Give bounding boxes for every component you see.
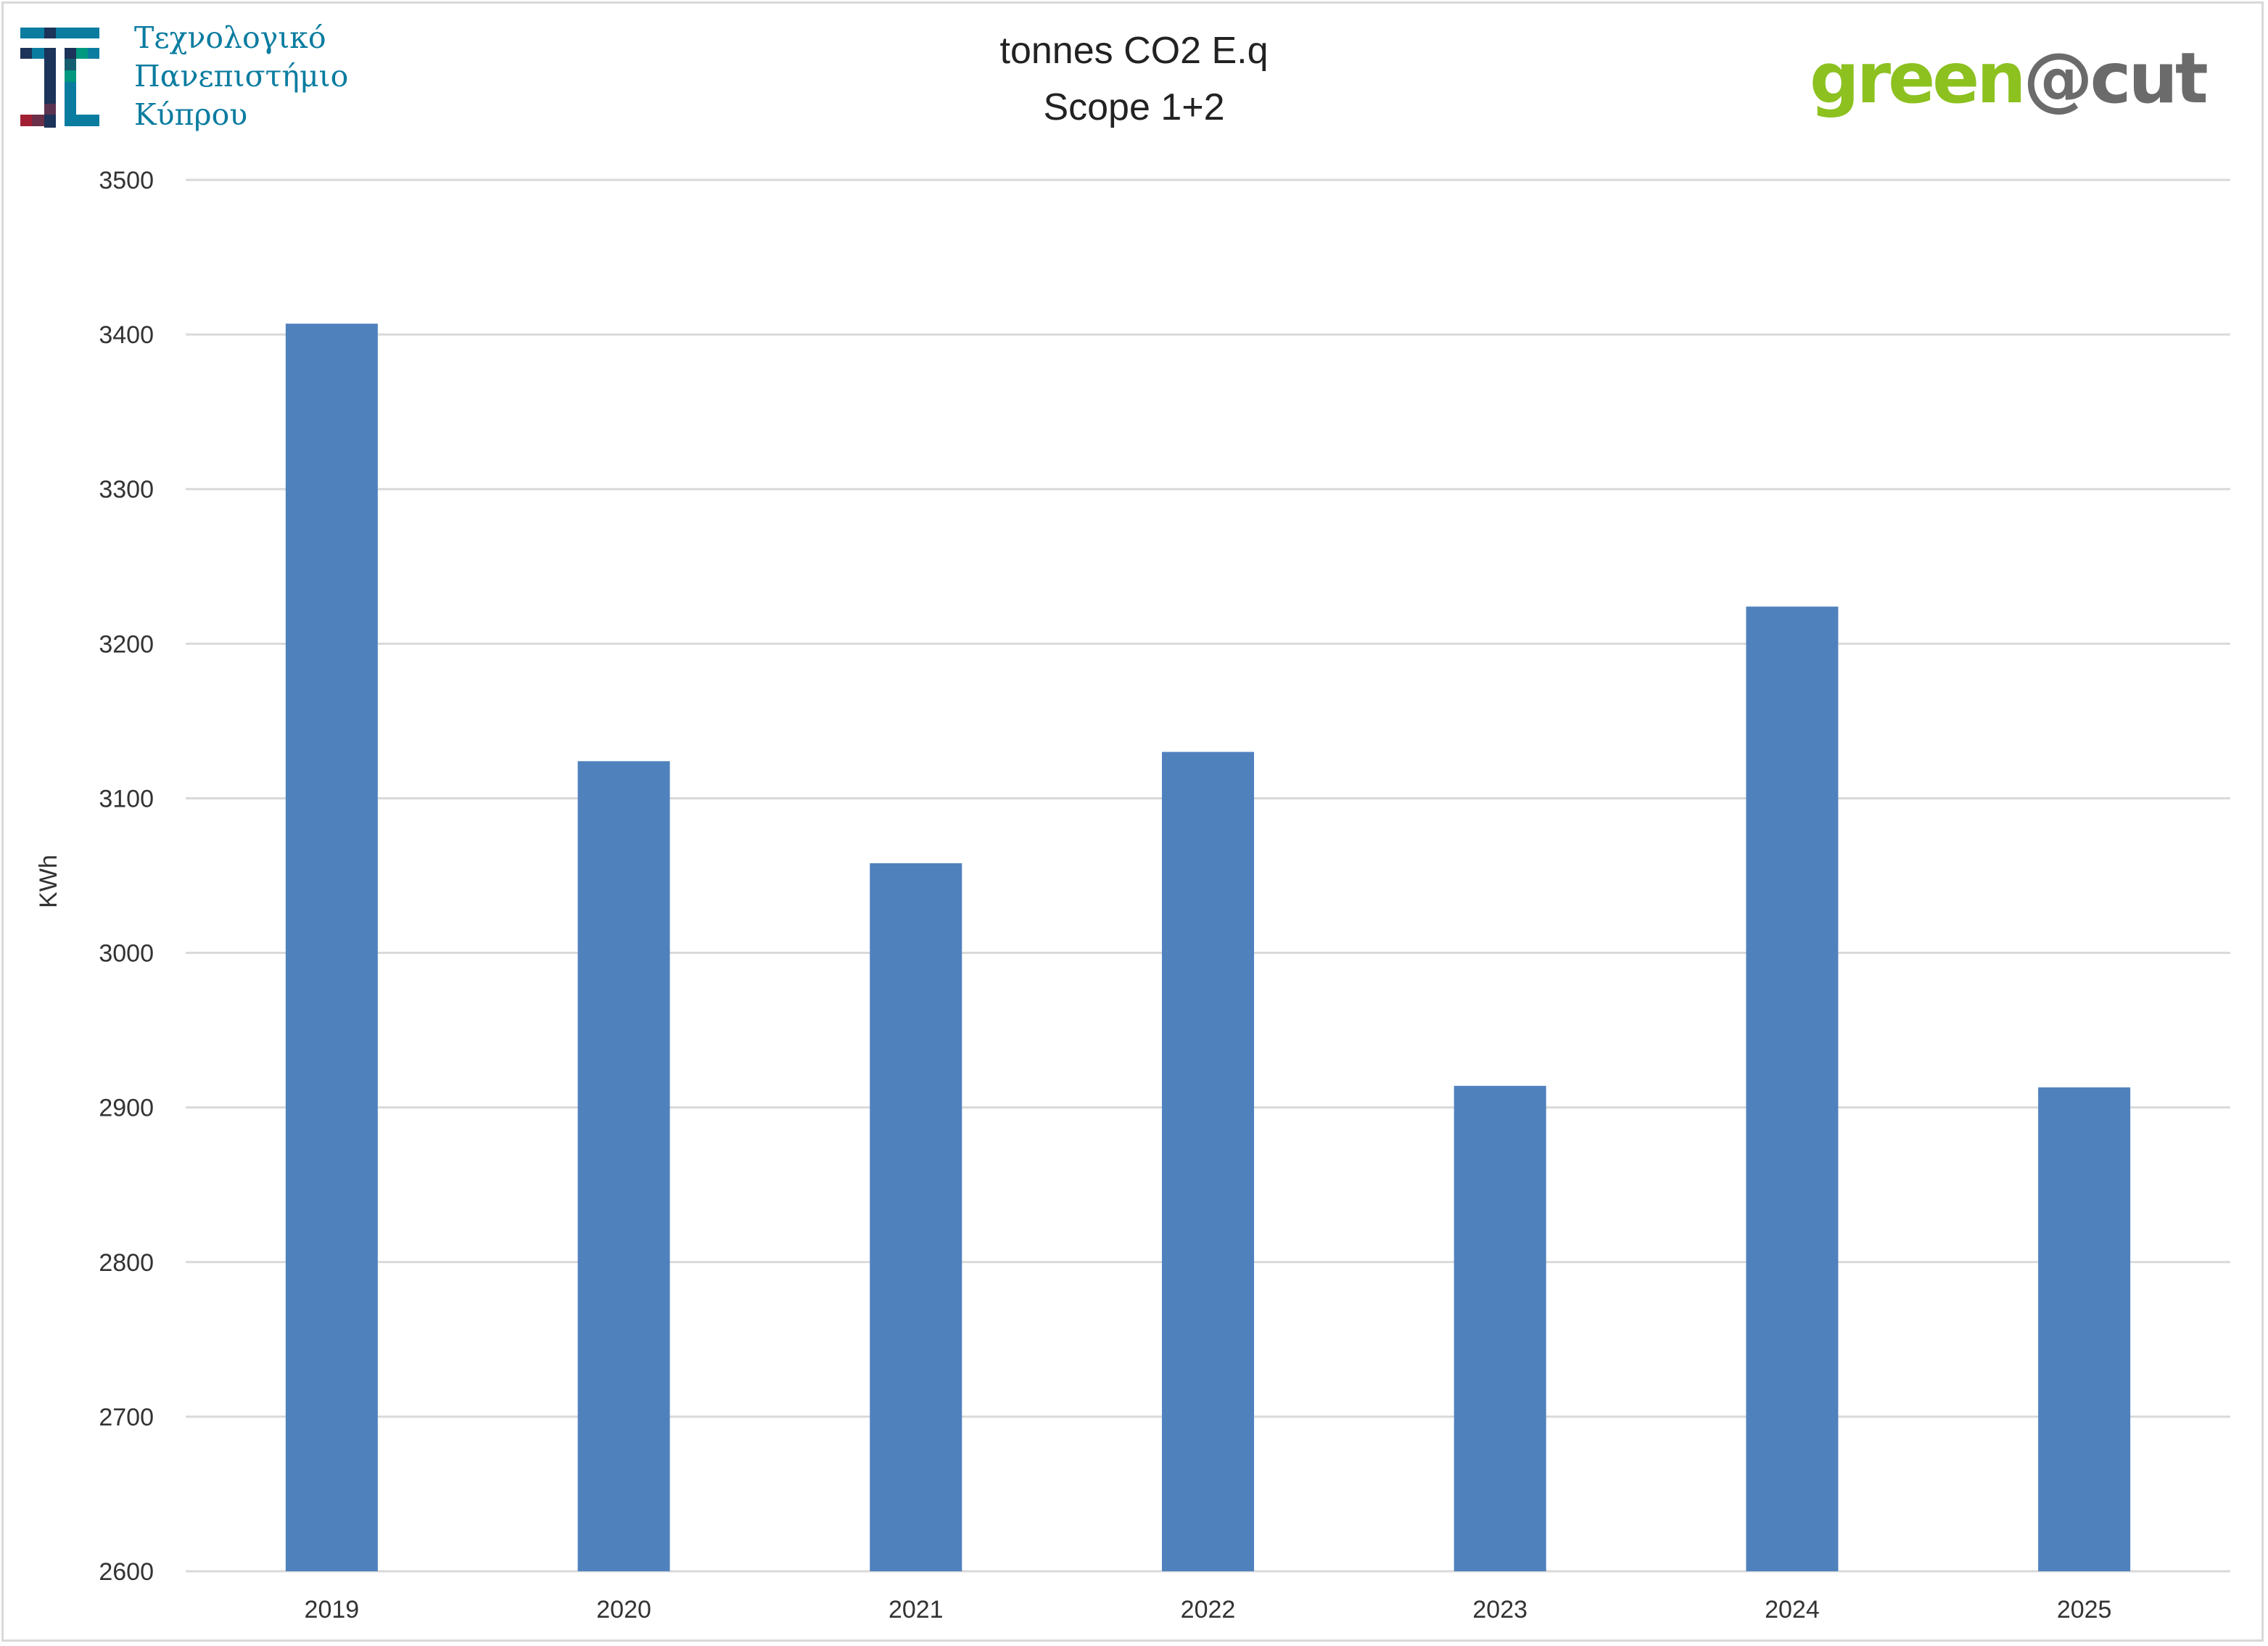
x-tick-label: 2024 — [1765, 1596, 1820, 1624]
green-at-cut-logo: green@cut — [1810, 38, 2209, 119]
y-tick-label: 3200 — [99, 630, 154, 658]
y-tick-label: 3300 — [99, 476, 154, 503]
bar-2025 — [2038, 1087, 2131, 1571]
x-tick-label: 2022 — [1181, 1596, 1236, 1624]
y-axis-label: KWh — [35, 855, 62, 908]
y-tick-label: 2900 — [99, 1095, 154, 1122]
university-name-line: Τεχνολογικό — [134, 20, 326, 55]
y-tick-label: 3400 — [99, 321, 154, 349]
y-tick-label: 2600 — [99, 1558, 154, 1586]
bar-2022 — [1162, 752, 1254, 1571]
university-name-line: Κύπρου — [134, 97, 248, 132]
bar-2023 — [1453, 1085, 1546, 1571]
x-tick-label: 2019 — [305, 1596, 360, 1624]
bar-2019 — [285, 324, 378, 1571]
logo-cut-part: @cut — [2023, 38, 2209, 119]
x-tick-label: 2023 — [1472, 1596, 1527, 1624]
university-name-line: Πανεπιστήμιο — [134, 59, 349, 94]
chart-subtitle: Scope 1+2 — [1043, 86, 1225, 128]
university-logo-text: Τεχνολογικό Πανεπιστήμιο Κύπρου — [134, 19, 348, 134]
x-tick-label: 2021 — [888, 1596, 944, 1624]
x-tick-label: 2020 — [596, 1596, 651, 1624]
y-tick-label: 3000 — [99, 940, 154, 968]
y-tick-label: 2700 — [99, 1404, 154, 1431]
y-tick-label: 3100 — [99, 785, 154, 812]
logo-green-part: green — [1810, 38, 2026, 119]
university-logo-mark — [20, 28, 99, 128]
chart-title: tonnes CO2 E.q — [999, 30, 1269, 72]
y-tick-label: 3500 — [99, 167, 154, 194]
y-tick-label: 2800 — [99, 1249, 154, 1277]
bar-2024 — [1746, 606, 1839, 1571]
bar-2021 — [870, 863, 962, 1571]
x-tick-label: 2025 — [2057, 1596, 2112, 1624]
bar-2020 — [577, 761, 670, 1571]
